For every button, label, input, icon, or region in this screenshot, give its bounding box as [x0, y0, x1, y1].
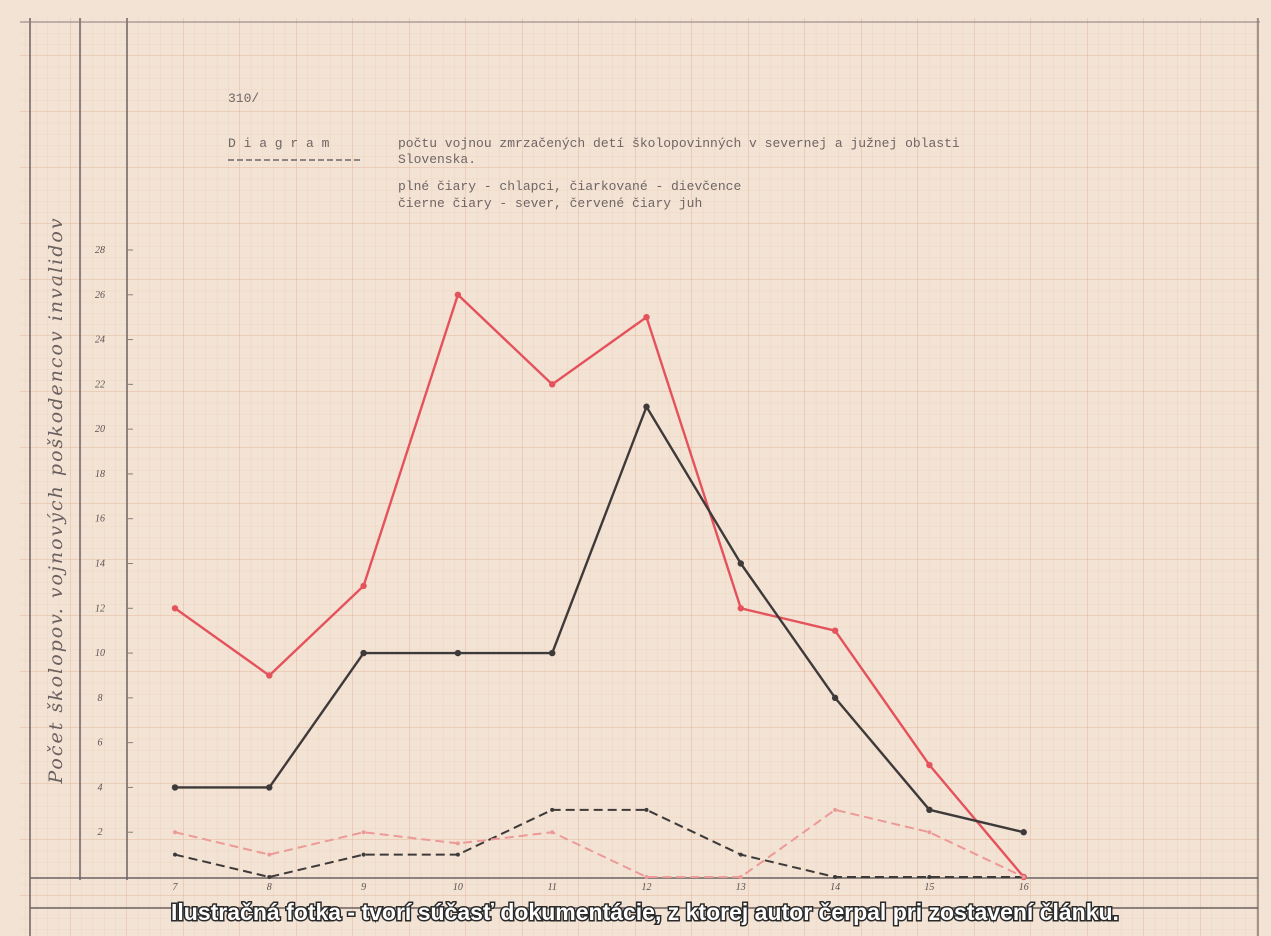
point: [739, 853, 743, 857]
x-tick-label: 14: [830, 882, 840, 893]
point: [832, 627, 838, 633]
caption: Ilustračná fotka - tvorí súčasť dokument…: [171, 899, 1119, 925]
point: [360, 583, 366, 589]
y-tick-label: 10: [95, 648, 105, 659]
paper-grid: [20, 18, 1260, 936]
y-tick-label: 14: [95, 559, 105, 570]
point: [927, 875, 931, 879]
point: [645, 875, 649, 879]
y-tick-label: 8: [98, 693, 103, 704]
point: [455, 650, 461, 656]
x-tick-label: 13: [736, 882, 746, 893]
point: [172, 605, 178, 611]
y-tick-label: 28: [95, 245, 105, 256]
point: [267, 853, 271, 857]
y-tick-label: 4: [98, 782, 103, 793]
point: [456, 853, 460, 857]
point: [738, 560, 744, 566]
point: [739, 875, 743, 879]
point: [267, 875, 271, 879]
note: plné čiary - chlapci, čiarkované - dievč…: [398, 179, 741, 194]
x-tick-label: 16: [1019, 882, 1029, 893]
point: [550, 830, 554, 834]
point: [1021, 829, 1027, 835]
x-tick-label: 10: [453, 882, 463, 893]
note: čierne čiary - sever, červené čiary juh: [398, 196, 702, 211]
x-tick-label: 12: [642, 882, 652, 893]
point: [550, 808, 554, 812]
y-axis-label: Počet školopov. vojnových poškodencov in…: [45, 216, 67, 784]
point: [833, 808, 837, 812]
x-tick-label: 11: [548, 882, 557, 893]
point: [738, 605, 744, 611]
point: [1022, 875, 1026, 879]
point: [832, 695, 838, 701]
point: [645, 808, 649, 812]
point: [643, 404, 649, 410]
document-number: 310/: [228, 91, 259, 106]
point: [173, 853, 177, 857]
point: [926, 762, 932, 768]
point: [926, 807, 932, 813]
point: [549, 650, 555, 656]
y-tick-label: 6: [98, 738, 103, 749]
point: [173, 830, 177, 834]
point: [456, 841, 460, 845]
point: [362, 853, 366, 857]
point: [643, 314, 649, 320]
chart: 310/ D i a g r a m počtu vojnou zmrzačen…: [0, 0, 1271, 936]
point: [172, 784, 178, 790]
point: [362, 830, 366, 834]
point: [549, 381, 555, 387]
y-tick-label: 26: [95, 290, 105, 301]
chart-title: D i a g r a m: [228, 136, 330, 151]
y-tick-label: 22: [95, 379, 105, 390]
y-tick-label: 20: [95, 424, 105, 435]
description: počtu vojnou zmrzačených detí školopovin…: [398, 136, 960, 151]
y-tick-label: 18: [95, 469, 105, 480]
point: [455, 292, 461, 298]
x-tick-label: 15: [924, 882, 934, 893]
y-tick-label: 2: [98, 827, 103, 838]
y-tick-label: 16: [95, 514, 105, 525]
description: Slovenska.: [398, 152, 476, 167]
point: [266, 672, 272, 678]
point: [833, 875, 837, 879]
x-tick-label: 8: [267, 882, 272, 893]
x-tick-label: 9: [361, 882, 366, 893]
y-tick-label: 24: [95, 335, 105, 346]
point: [266, 784, 272, 790]
point: [360, 650, 366, 656]
y-tick-label: 12: [95, 603, 105, 614]
point: [927, 830, 931, 834]
